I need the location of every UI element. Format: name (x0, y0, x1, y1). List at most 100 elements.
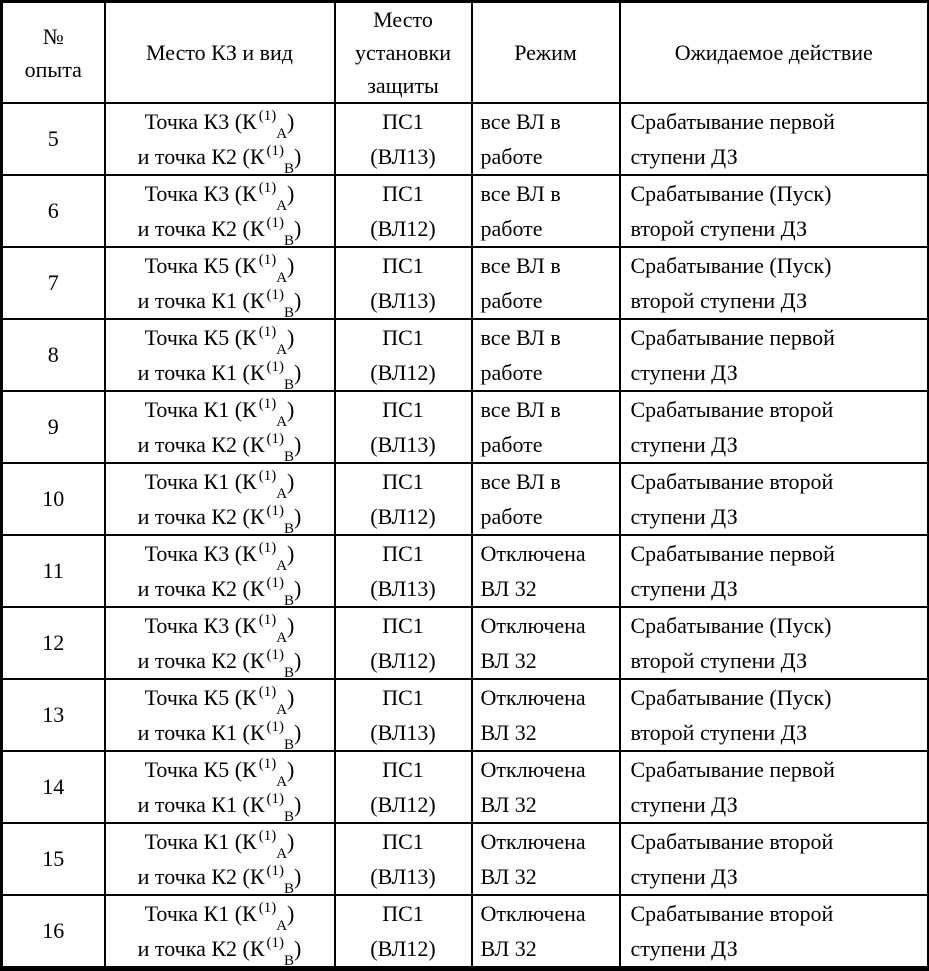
kz-text: и точка К2 (К (137, 432, 265, 457)
kz-close-paren: ) (287, 757, 295, 782)
mode-cell: все ВЛ в работе (470, 462, 621, 536)
kz-text: Точка К3 (К (144, 613, 257, 638)
kz-superscript: (1) (258, 107, 277, 124)
expected-action-line: Срабатывание (Пуск) (630, 685, 832, 710)
experiment-number-cell: 16 (0, 894, 106, 970)
kz-close-paren: ) (294, 936, 302, 961)
kz-close-paren: ) (287, 685, 295, 710)
kz-text: Точка К5 (К (144, 325, 257, 350)
table-row: 7 Точка К5 (К (1)А) и точка К1 (К (1)В) ПС1 (В… (0, 246, 929, 320)
kz-text: Точка К1 (К (144, 397, 257, 422)
expected-action-line: Срабатывание второй (630, 397, 834, 422)
kz-subscript: А (276, 342, 288, 359)
mode-cell: Отключена ВЛ 32 (470, 822, 621, 896)
expected-action-cell: Срабатывание (Пуск) второй ступени ДЗ (618, 174, 929, 248)
protection-install-line: (ВЛ12) (370, 504, 436, 529)
expected-action-cell: Срабатывание второй ступени ДЗ (618, 390, 929, 464)
kz-text: Точка К5 (К (144, 685, 257, 710)
kz-close-paren: ) (287, 901, 295, 926)
expected-action-line: второй ступени ДЗ (630, 216, 808, 241)
kz-location-line: Точка К1 (К (1) А) (107, 897, 333, 934)
mode-line: Отключена (480, 757, 586, 782)
protection-install-line: ПС1 (382, 397, 424, 422)
kz-location-cell: Точка К3 (К (1)А) и точка К2 (К (1)В) (103, 606, 336, 680)
expected-action-line: ступени ДЗ (630, 576, 738, 601)
expected-action-cell: Срабатывание (Пуск) второй ступени ДЗ (618, 246, 929, 320)
kz-subscript: В (284, 809, 295, 823)
kz-location-line: Точка К1 (К (1) А) (107, 393, 333, 430)
kz-subscript: А (276, 270, 288, 287)
kz-close-paren: ) (294, 504, 302, 529)
mode-line: ВЛ 32 (480, 720, 537, 745)
kz-superscript: (1) (266, 934, 285, 951)
expected-action-line: Срабатывание первой (630, 757, 835, 782)
protection-install-cell: ПС1 (ВЛ13) (333, 822, 473, 896)
expected-action-line: ступени ДЗ (630, 432, 738, 457)
mode-line: все ВЛ в (480, 181, 561, 206)
protection-install-line: ПС1 (382, 181, 424, 206)
expected-action-line: второй ступени ДЗ (630, 288, 808, 313)
kz-subscript: А (276, 846, 288, 863)
kz-text: и точка К2 (К (137, 936, 265, 961)
header-protection-install-line1: Место (373, 7, 433, 32)
header-protection-install: Место установки защиты (333, 0, 473, 104)
kz-location-line: Точка К1 (К (1) А) (107, 825, 333, 863)
protection-install-line: ПС1 (382, 685, 424, 710)
kz-superscript: (1) (266, 502, 285, 519)
mode-cell: Отключена ВЛ 32 (470, 534, 621, 608)
mode-line: Отключена (480, 685, 586, 710)
mode-line: Отключена (480, 613, 586, 638)
kz-close-paren: ) (287, 397, 295, 422)
kz-superscript: (1) (258, 827, 277, 844)
kz-location-line: Точка К3 (К (1) А) (107, 537, 333, 574)
expected-action-line: ступени ДЗ (630, 144, 738, 169)
kz-superscript: (1) (258, 611, 277, 628)
mode-line: Отключена (480, 829, 586, 854)
kz-subscript: В (284, 305, 295, 319)
kz-close-paren: ) (287, 109, 295, 134)
expected-action-cell: Срабатывание второй ступени ДЗ (618, 822, 929, 896)
experiment-number-cell: 14 (0, 750, 106, 824)
kz-text: Точка К5 (К (144, 757, 257, 782)
mode-line: Отключена (480, 541, 586, 566)
experiment-number-cell: 10 (0, 462, 106, 536)
kz-subscript: А (276, 702, 288, 719)
expected-action-line: Срабатывание первой (630, 541, 835, 566)
protection-install-line: ПС1 (382, 829, 424, 854)
kz-subscript: В (284, 161, 295, 175)
protection-install-line: (ВЛ12) (370, 216, 436, 241)
kz-close-paren: ) (294, 432, 302, 457)
kz-close-paren: ) (287, 181, 295, 206)
kz-text: и точка К1 (К (137, 288, 265, 313)
kz-location-line: и точка К2 (К (1) В) (107, 499, 333, 533)
kz-text: Точка К3 (К (144, 181, 257, 206)
mode-line: все ВЛ в (480, 253, 561, 278)
protection-install-line: (ВЛ13) (370, 864, 436, 889)
kz-subscript: В (284, 233, 295, 247)
kz-close-paren: ) (294, 216, 302, 241)
header-kz-location: Место КЗ и вид (103, 0, 336, 104)
experiment-number: 11 (42, 558, 64, 583)
kz-text: и точка К2 (К (137, 576, 265, 601)
kz-superscript: (1) (266, 430, 285, 447)
kz-text: Точка К1 (К (144, 469, 257, 494)
protection-install-line: ПС1 (382, 757, 424, 782)
kz-text: Точка К1 (К (144, 901, 257, 926)
kz-superscript: (1) (258, 251, 277, 268)
expected-action-line: ступени ДЗ (630, 360, 738, 385)
kz-text: и точка К2 (К (137, 144, 265, 169)
kz-subscript: В (284, 377, 295, 391)
kz-superscript: (1) (266, 214, 285, 231)
kz-location-line: Точка К1 (К (1) А) (107, 465, 333, 502)
protection-install-line: ПС1 (382, 253, 424, 278)
header-experiment-number-line1: № (42, 23, 64, 49)
expected-action-line: Срабатывание (Пуск) (630, 613, 832, 638)
header-protection-install-line2: установки (354, 40, 452, 65)
mode-cell: все ВЛ в работе (470, 246, 621, 320)
protection-install-line: (ВЛ13) (370, 288, 436, 313)
kz-close-paren: ) (294, 144, 302, 169)
protection-install-line: (ВЛ12) (370, 792, 436, 817)
kz-location-cell: Точка К1 (К (1)А) и точка К2 (К (1)В) (103, 822, 336, 896)
kz-close-paren: ) (287, 829, 295, 854)
mode-cell: Отключена ВЛ 32 (470, 894, 621, 970)
